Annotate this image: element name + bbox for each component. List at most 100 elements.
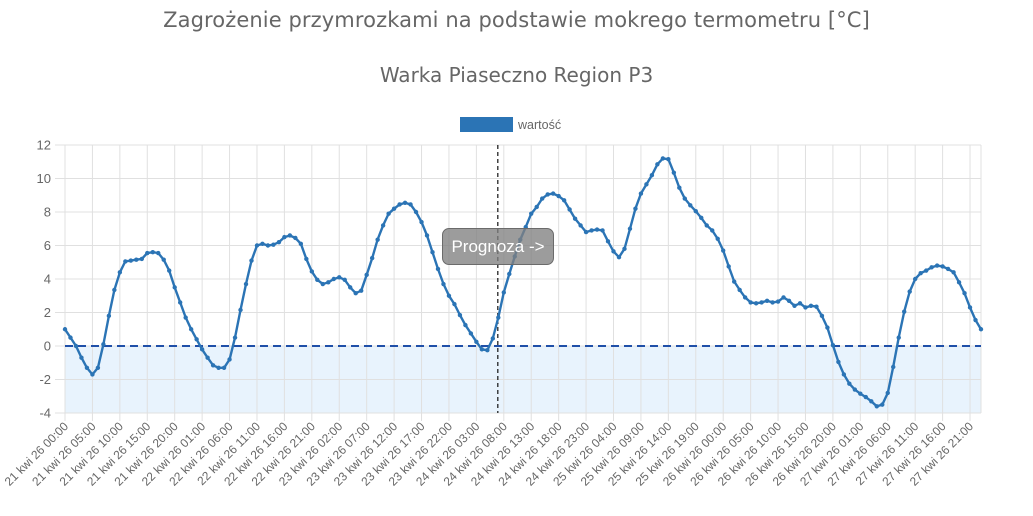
data-point[interactable] [863,394,869,400]
data-point[interactable] [342,277,347,283]
data-point[interactable] [463,322,468,328]
data-point[interactable] [529,211,534,216]
data-point[interactable] [797,301,803,306]
data-point[interactable] [73,343,79,349]
data-point[interactable] [446,293,452,298]
data-point[interactable] [660,156,666,161]
data-point[interactable] [348,285,353,290]
data-point[interactable] [435,266,441,272]
data-point[interactable] [402,200,408,205]
data-point[interactable] [331,276,336,282]
data-point[interactable] [616,255,622,260]
data-point[interactable] [594,227,600,232]
data-point[interactable] [79,355,84,360]
data-point[interactable] [726,264,731,269]
data-point[interactable] [358,288,364,293]
data-point[interactable] [369,255,375,261]
data-point[interactable] [282,234,287,240]
data-point[interactable] [731,279,737,284]
data-point[interactable] [737,287,742,293]
data-point[interactable] [808,303,814,308]
data-point[interactable] [556,193,561,199]
data-point[interactable] [633,206,638,211]
data-point[interactable] [682,196,688,201]
data-point[interactable] [929,265,934,270]
data-point[interactable] [578,223,583,228]
data-point[interactable] [468,331,474,336]
data-point[interactable] [260,241,265,247]
data-point[interactable] [973,317,978,323]
data-point[interactable] [567,207,572,212]
data-point[interactable] [589,228,594,233]
data-point[interactable] [561,198,567,203]
data-point[interactable] [693,208,698,214]
data-point[interactable] [490,336,496,341]
data-point[interactable] [704,223,709,228]
data-point[interactable] [507,271,512,277]
data-point[interactable] [337,275,342,280]
data-point[interactable] [912,276,918,282]
data-point[interactable] [172,285,177,290]
data-point[interactable] [276,239,282,245]
data-point[interactable] [962,291,967,296]
data-point[interactable] [841,372,847,377]
data-point[interactable] [918,270,923,276]
data-point[interactable] [600,228,605,233]
data-point[interactable] [545,192,550,197]
data-point[interactable] [836,359,841,365]
data-point[interactable] [95,365,101,370]
data-point[interactable] [501,290,507,295]
data-point[interactable] [177,300,183,305]
data-point[interactable] [858,391,863,396]
data-point[interactable] [742,295,748,300]
data-point[interactable] [90,372,95,377]
data-point[interactable] [847,381,852,386]
data-point[interactable] [940,264,945,269]
legend-item[interactable]: wartość [460,117,561,132]
data-point[interactable] [199,347,205,352]
data-point[interactable] [309,269,315,274]
data-point[interactable] [474,339,479,345]
data-point[interactable] [644,182,649,187]
data-point[interactable] [419,219,424,225]
data-point[interactable] [671,170,677,175]
data-point[interactable] [764,298,770,303]
data-point[interactable] [117,270,123,275]
data-point[interactable] [622,246,627,252]
data-point[interactable] [902,309,907,314]
data-point[interactable] [249,258,254,263]
data-point[interactable] [391,206,397,211]
data-point[interactable] [978,327,984,332]
data-point[interactable] [375,237,380,242]
data-point[interactable] [891,364,896,370]
data-point[interactable] [304,256,309,262]
data-point[interactable] [123,259,128,264]
data-point[interactable] [852,387,858,392]
data-point[interactable] [430,250,435,255]
data-point[interactable] [243,281,249,287]
data-point[interactable] [748,300,753,305]
data-point[interactable] [413,209,419,215]
data-point[interactable] [238,307,243,313]
data-point[interactable] [786,298,792,303]
data-point[interactable] [715,236,720,241]
data-point[interactable] [205,355,210,360]
data-point[interactable] [880,402,885,407]
data-point[interactable] [825,325,830,330]
data-point[interactable] [896,335,901,340]
data-point[interactable] [183,315,188,320]
data-point[interactable] [106,313,112,319]
data-point[interactable] [457,312,463,318]
data-point[interactable] [945,266,951,272]
data-point[interactable] [688,203,693,208]
data-point[interactable] [923,268,929,273]
data-point[interactable] [320,281,325,287]
data-point[interactable] [386,211,391,216]
data-point[interactable] [62,327,68,332]
data-point[interactable] [627,226,633,231]
data-point[interactable] [710,228,715,233]
data-point[interactable] [699,215,704,221]
data-point[interactable] [819,313,825,319]
data-point[interactable] [666,157,671,162]
data-point[interactable] [364,272,369,278]
